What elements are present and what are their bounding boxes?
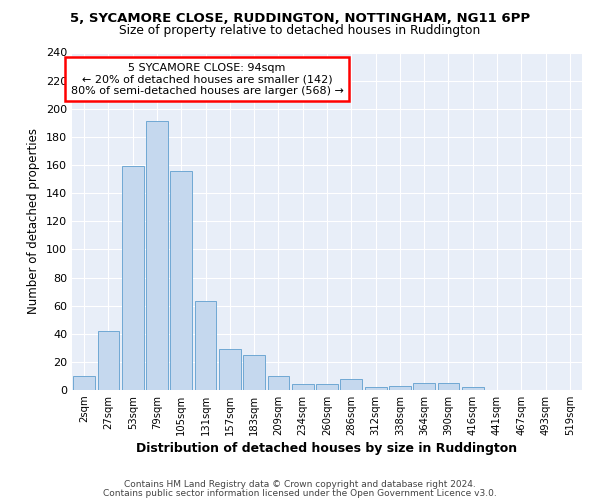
Bar — [97, 331, 119, 390]
Bar — [243, 355, 265, 390]
Bar — [268, 376, 289, 390]
Bar — [316, 384, 338, 390]
Bar — [122, 166, 143, 390]
Bar — [219, 349, 241, 390]
Bar — [437, 383, 460, 390]
Bar — [389, 386, 411, 390]
Y-axis label: Number of detached properties: Number of detached properties — [28, 128, 40, 314]
Text: 5 SYCAMORE CLOSE: 94sqm
← 20% of detached houses are smaller (142)
80% of semi-d: 5 SYCAMORE CLOSE: 94sqm ← 20% of detache… — [71, 62, 344, 96]
Text: Contains HM Land Registry data © Crown copyright and database right 2024.: Contains HM Land Registry data © Crown c… — [124, 480, 476, 489]
Bar — [146, 122, 168, 390]
Text: Contains public sector information licensed under the Open Government Licence v3: Contains public sector information licen… — [103, 489, 497, 498]
Bar — [413, 383, 435, 390]
Text: 5, SYCAMORE CLOSE, RUDDINGTON, NOTTINGHAM, NG11 6PP: 5, SYCAMORE CLOSE, RUDDINGTON, NOTTINGHA… — [70, 12, 530, 26]
Bar — [73, 376, 95, 390]
X-axis label: Distribution of detached houses by size in Ruddington: Distribution of detached houses by size … — [136, 442, 518, 455]
Bar — [194, 302, 217, 390]
Bar — [292, 384, 314, 390]
Bar — [340, 379, 362, 390]
Bar — [170, 170, 192, 390]
Text: Size of property relative to detached houses in Ruddington: Size of property relative to detached ho… — [119, 24, 481, 37]
Bar — [462, 387, 484, 390]
Bar — [365, 387, 386, 390]
